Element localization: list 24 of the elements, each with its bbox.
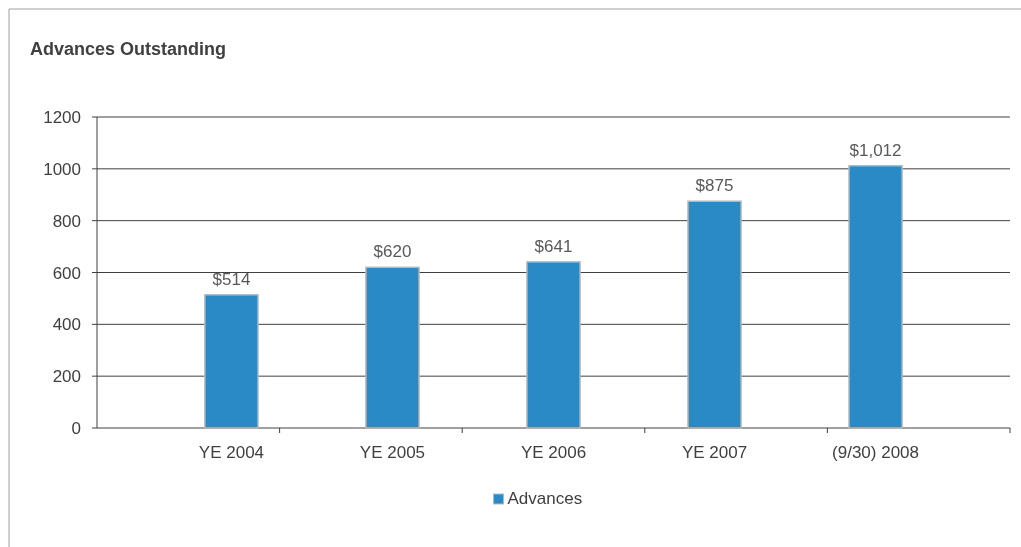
x-tick-label: (9/30) 2008 [832, 443, 920, 462]
bar [848, 164, 903, 429]
x-tick-label: YE 2005 [359, 443, 426, 462]
y-tick-label: 1200 [43, 108, 81, 127]
data-label: $641 [534, 236, 573, 256]
data-label: $514 [212, 269, 251, 289]
bar [365, 266, 420, 429]
legend-label: Advances [507, 489, 583, 508]
bar [687, 200, 742, 429]
y-tick-label: 200 [52, 367, 81, 387]
y-tick-label: 400 [52, 315, 81, 335]
x-tick-label: YE 2007 [681, 443, 748, 462]
y-tick-label: 600 [52, 263, 81, 283]
x-tick-label: YE 2006 [520, 443, 587, 462]
data-label: $875 [695, 176, 734, 196]
bar [204, 294, 259, 429]
chart-title: Advances Outstanding [30, 39, 227, 59]
data-label: $1,012 [849, 140, 902, 160]
bar [526, 261, 581, 429]
y-tick-label: 0 [71, 419, 81, 438]
data-label: $620 [373, 242, 412, 262]
y-tick-label: 800 [52, 211, 81, 231]
x-tick-label: YE 2004 [198, 443, 265, 462]
y-tick-label: 1000 [43, 159, 81, 179]
